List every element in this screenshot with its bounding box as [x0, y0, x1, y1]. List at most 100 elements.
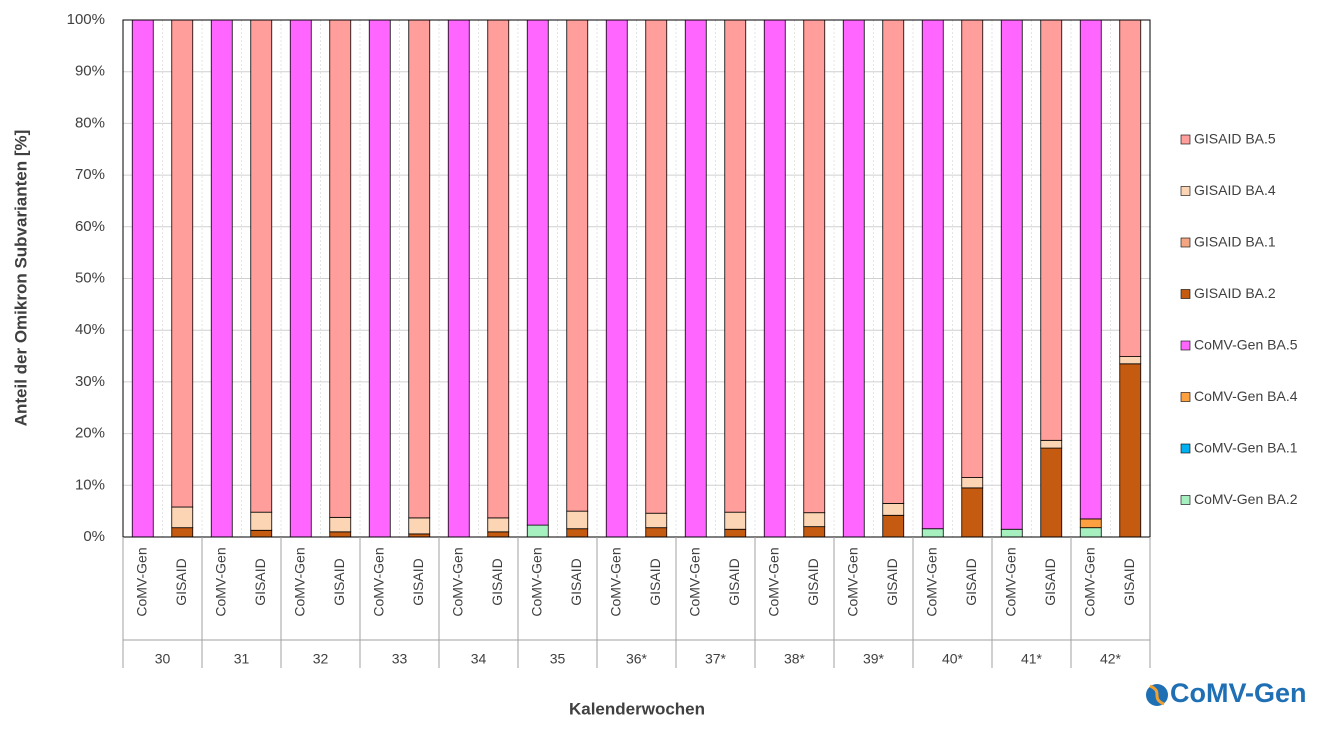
bar-segment: [566, 510, 589, 530]
legend-swatch: [1180, 289, 1191, 299]
bar-segment: [210, 19, 233, 538]
x-tick-label: GISAID: [331, 558, 347, 605]
bar-segment: [329, 516, 352, 533]
bar-segment: [1000, 19, 1023, 530]
bar-segment: [131, 19, 154, 538]
legend-label: CoMV-Gen BA.4: [1194, 388, 1298, 404]
x-tick-label: CoMV-Gen: [449, 547, 465, 616]
legend-swatch: [1180, 443, 1191, 454]
bar-segment: [487, 19, 510, 519]
legend-label: CoMV-Gen BA.5: [1194, 337, 1298, 353]
bar-segment: [803, 512, 826, 528]
y-tick-label: 10%: [75, 476, 105, 493]
bar-segment: [645, 512, 668, 529]
y-tick-label: 90%: [75, 63, 105, 80]
bar-segment: [171, 506, 194, 529]
x-tick-label: GISAID: [963, 558, 979, 605]
bar-segment: [487, 531, 510, 538]
bar-segment: [605, 19, 628, 538]
x-tick-label: GISAID: [647, 558, 663, 605]
plot-frame: [122, 19, 1151, 538]
x-tick-label: CoMV-Gen: [765, 547, 781, 616]
group-label: 34: [471, 651, 487, 667]
x-tick-label: GISAID: [410, 558, 426, 605]
legend-label: GISAID BA.2: [1194, 285, 1276, 301]
legend-label: CoMV-Gen BA.1: [1194, 440, 1298, 456]
bar-segment: [289, 19, 312, 538]
x-tick-label: CoMV-Gen: [923, 547, 939, 616]
x-tick-label: GISAID: [726, 558, 742, 605]
bar-segment: [1119, 19, 1142, 357]
y-tick-label: 60%: [75, 218, 105, 235]
bar-segment: [1040, 19, 1063, 441]
bar-segment: [250, 511, 273, 531]
x-tick-label: GISAID: [1042, 558, 1058, 605]
x-tick-label: CoMV-Gen: [291, 547, 307, 616]
x-tick-label: GISAID: [489, 558, 505, 605]
bar-segment: [921, 19, 944, 530]
legend-label: GISAID BA.4: [1194, 182, 1276, 198]
logo-icon: [1146, 684, 1168, 706]
bar-segment: [1119, 356, 1142, 365]
bar-segment: [408, 517, 431, 535]
bar-segment: [1119, 363, 1142, 538]
y-axis-title: Anteil der Omikron Subvarianten [%]: [11, 130, 30, 427]
group-label: 30: [155, 651, 171, 667]
bar-segment: [408, 19, 431, 519]
y-tick-label: 70%: [75, 166, 105, 183]
legend-label: CoMV-Gen BA.2: [1194, 491, 1298, 507]
y-tick-label: 30%: [75, 373, 105, 390]
bar-segment: [961, 487, 984, 538]
x-tick-label: CoMV-Gen: [1002, 547, 1018, 616]
x-tick-label: GISAID: [884, 558, 900, 605]
x-tick-label: CoMV-Gen: [528, 547, 544, 616]
group-label: 32: [313, 651, 329, 667]
bar-segment: [368, 19, 391, 538]
bar-segment: [645, 527, 668, 538]
legend-label: GISAID BA.5: [1194, 131, 1276, 147]
bar-segment: [250, 19, 273, 513]
x-tick-label: CoMV-Gen: [212, 547, 228, 616]
bar-segment: [1079, 518, 1102, 529]
bar-segment: [921, 528, 944, 538]
group-label: 37*: [705, 651, 727, 667]
bar-segment: [1040, 439, 1063, 449]
bar-segment: [763, 19, 786, 538]
legend-swatch: [1180, 495, 1191, 505]
bar-segment: [526, 524, 549, 538]
y-tick-label: 40%: [75, 321, 105, 338]
group-label: 41*: [1021, 651, 1043, 667]
bar-segment: [566, 528, 589, 538]
x-tick-label: GISAID: [1121, 558, 1137, 605]
y-tick-label: 0%: [83, 528, 105, 545]
group-label: 42*: [1100, 651, 1122, 667]
bar-segment: [329, 531, 352, 538]
group-label: 31: [234, 651, 250, 667]
bar-segment: [171, 527, 194, 538]
x-tick-label: GISAID: [252, 558, 268, 605]
group-label: 39*: [863, 651, 885, 667]
x-tick-label: CoMV-Gen: [133, 547, 149, 616]
bar-segment: [645, 19, 668, 514]
bar-segment: [724, 511, 747, 530]
logo-text: CoMV-Gen: [1170, 678, 1307, 708]
group-label: 33: [392, 651, 408, 667]
legend-swatch: [1180, 186, 1191, 196]
legend-label: GISAID BA.1: [1194, 234, 1276, 250]
bar-segment: [882, 502, 905, 516]
bar-segment: [1079, 527, 1102, 538]
bar-segment: [684, 19, 707, 538]
y-tick-label: 100%: [67, 11, 105, 28]
bar-segment: [1000, 528, 1023, 538]
group-label: 38*: [784, 651, 806, 667]
bar-segment: [250, 529, 273, 538]
bar-segment: [724, 528, 747, 538]
bar-segment: [724, 19, 747, 513]
y-tick-label: 50%: [75, 269, 105, 286]
bar-segment: [842, 19, 865, 538]
group-label: 35: [550, 651, 566, 667]
x-tick-label: CoMV-Gen: [686, 547, 702, 616]
x-tick-label: CoMV-Gen: [607, 547, 623, 616]
group-label: 36*: [626, 651, 648, 667]
